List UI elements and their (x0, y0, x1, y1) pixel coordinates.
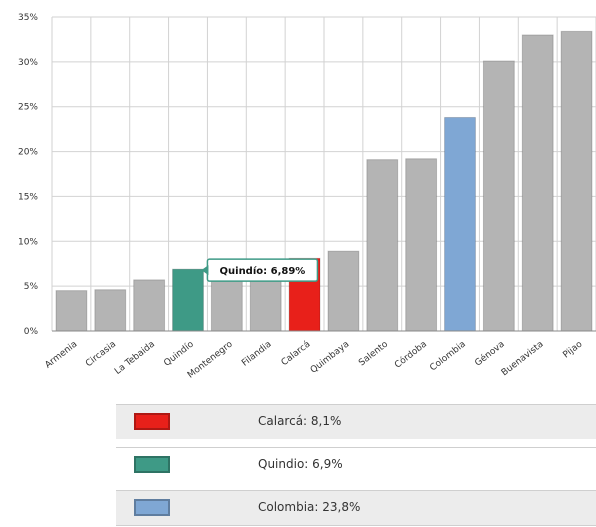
x-tick-label: Quindío (162, 339, 196, 369)
x-tick-label: Calarcá (280, 339, 313, 368)
x-tick-label: Buenavista (500, 339, 546, 378)
tooltip: Quindío: 6,89% (201, 258, 319, 282)
x-tick-label: Circasia (84, 339, 118, 369)
y-tick-label: 25% (18, 103, 38, 113)
x-tick-label: Colombia (428, 339, 467, 373)
x-tick-label: La Tebaida (113, 339, 157, 376)
bar-quimbaya (327, 250, 360, 332)
x-tick-label: Salento (357, 339, 390, 368)
legend-swatch-quindio (134, 456, 170, 473)
legend-label-calarca: Calarcá: 8,1% (258, 414, 342, 428)
bar-filandia (249, 273, 282, 332)
legend-item-calarca: Calarcá: 8,1% (116, 404, 596, 439)
legend-swatch-calarca (134, 413, 170, 430)
y-tick-label: 35% (18, 13, 38, 23)
bar-colombia (444, 116, 476, 332)
x-tick-label: Filandia (240, 339, 273, 368)
legend-label-quindio: Quindio: 6,9% (258, 457, 343, 471)
bar-montenegro (210, 275, 243, 332)
tooltip-pointer (201, 265, 209, 276)
x-tick-label: Génova (473, 339, 507, 369)
bar-buenavista (521, 34, 554, 332)
bar-pijao (560, 30, 593, 332)
bar-armenia (55, 290, 88, 332)
y-tick-label: 15% (18, 192, 38, 202)
bar-genova (482, 60, 515, 332)
bar-la-tebaida (133, 279, 166, 332)
bar-circasia (94, 289, 127, 332)
x-tick-label: Pijao (562, 339, 585, 360)
y-tick-label: 20% (18, 148, 38, 158)
bar-cordoba (405, 158, 438, 332)
bar-quindio (172, 268, 204, 332)
x-tick-label: Córdoba (392, 339, 429, 371)
x-tick-label: Quimbaya (309, 339, 352, 375)
legend-label-colombia: Colombia: 23,8% (258, 500, 361, 514)
legend-item-colombia: Colombia: 23,8% (116, 490, 596, 526)
y-tick-label: 10% (18, 237, 38, 247)
x-tick-label: Armenia (43, 339, 79, 370)
tooltip-text: Quindío: 6,89% (220, 265, 306, 277)
legend-item-quindio: Quindio: 6,9% (116, 447, 596, 482)
bar-chart: 0% 5% 10% 15% 20% 25% 30% 35% Armenia CircasiaLa … (18, 13, 596, 381)
legend-swatch-colombia (134, 499, 170, 516)
y-tick-label: 30% (18, 58, 38, 68)
y-tick-label: 5% (24, 282, 39, 292)
bar-salento (366, 159, 399, 332)
y-tick-label: 0% (24, 327, 39, 337)
